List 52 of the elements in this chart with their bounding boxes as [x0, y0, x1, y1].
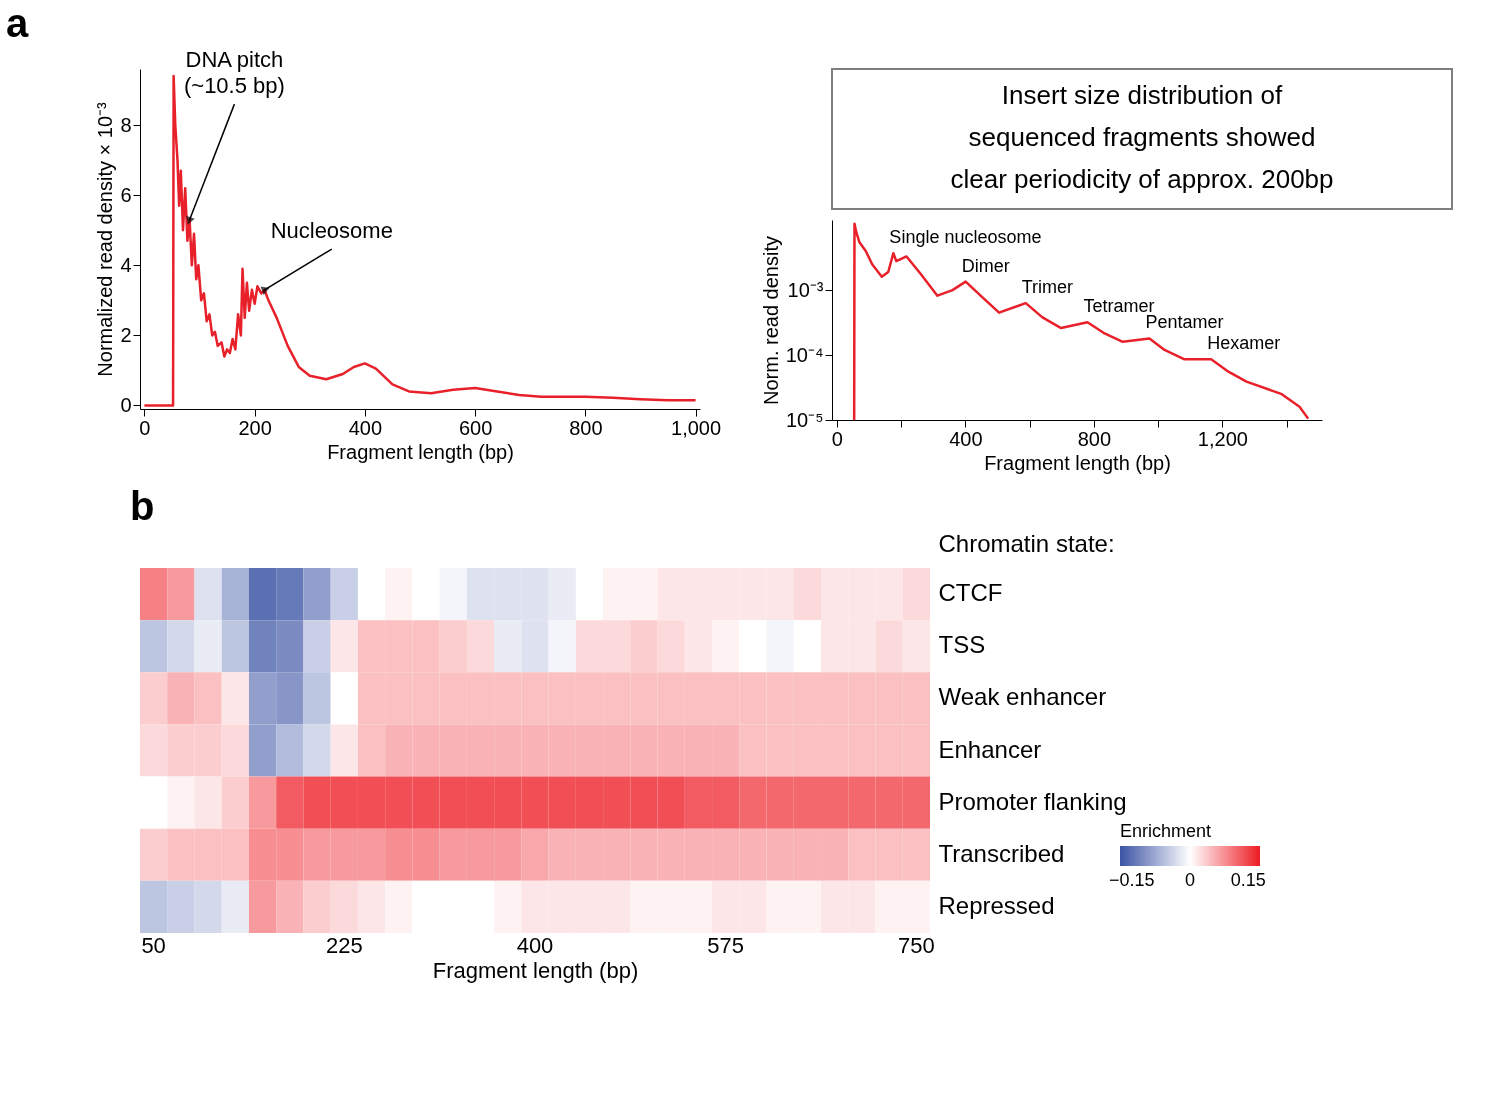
line-series: [143, 74, 697, 407]
annotation: DNA pitch (~10.5 bp): [183, 47, 285, 99]
color-bar-label: −0.15: [1108, 870, 1155, 890]
annotation: Nucleosome: [270, 218, 393, 244]
y-tick-label: 10⁻⁵: [785, 408, 824, 431]
annotation: Dimer: [961, 255, 1010, 276]
annotation: Pentamer: [1145, 312, 1224, 333]
x-tick-label: 1,000: [671, 416, 722, 439]
y-tick-label: 4: [120, 253, 132, 276]
x-axis-title: Fragment length (bp): [327, 440, 514, 463]
y-tick-label: 10⁻³: [787, 278, 824, 301]
annotation: Hexamer: [1207, 333, 1281, 354]
y-tick-label: Enhancer: [938, 735, 1042, 763]
x-tick-label: 400: [516, 932, 554, 958]
annotation: Trimer: [1021, 277, 1074, 298]
y-tick-label: 8: [120, 113, 132, 136]
x-tick-label: 50: [141, 932, 166, 958]
x-tick-label: 1,200: [1197, 427, 1248, 450]
x-axis-title: Fragment length (bp): [432, 957, 639, 983]
y-tick-label: 2: [120, 323, 132, 346]
y-tick-label: 0: [120, 393, 132, 416]
x-tick-label: 600: [458, 416, 493, 439]
x-tick-label: 750: [898, 932, 935, 958]
y-tick-label: Transcribed: [938, 839, 1065, 867]
y-tick-label: Promoter flanking: [938, 787, 1127, 815]
line-series: [852, 222, 1310, 422]
y-axis-title: Norm. read density: [759, 236, 782, 405]
y-axis-title: Chromatin state:: [938, 529, 1115, 557]
y-tick-label: 6: [120, 183, 132, 206]
legend-title: Enrichment: [1120, 821, 1212, 841]
x-tick-label: 0: [831, 427, 843, 450]
x-tick-label: 400: [949, 427, 983, 450]
x-tick-label: 575: [707, 932, 745, 958]
chart-title: b: [130, 484, 155, 528]
y-tick-label: TSS: [938, 631, 986, 659]
annotation: Single nucleosome: [889, 227, 1042, 248]
x-tick-label: 400: [348, 416, 383, 439]
text: Insert size distribution of sequenced fragments showed clear periodicity of approx. 200bp: [950, 80, 1334, 194]
x-tick-label: 800: [1077, 427, 1112, 450]
color-bar-label: 0.15: [1230, 870, 1266, 890]
chart-title: a: [5, 1, 29, 46]
y-tick-label: CTCF: [938, 579, 1003, 607]
x-axis-title: Fragment length (bp): [984, 451, 1171, 474]
x-tick-label: 800: [569, 416, 603, 439]
y-tick-label: 10⁻⁴: [785, 343, 824, 366]
x-tick-label: 225: [325, 932, 363, 958]
y-tick-label: Repressed: [938, 891, 1055, 919]
x-tick-label: 0: [139, 416, 151, 439]
y-axis-title: Normalized read density × 10⁻³: [94, 101, 117, 377]
x-tick-label: 200: [238, 416, 272, 439]
y-tick-label: Weak enhancer: [938, 683, 1107, 711]
color-bar-label: 0: [1184, 870, 1196, 890]
